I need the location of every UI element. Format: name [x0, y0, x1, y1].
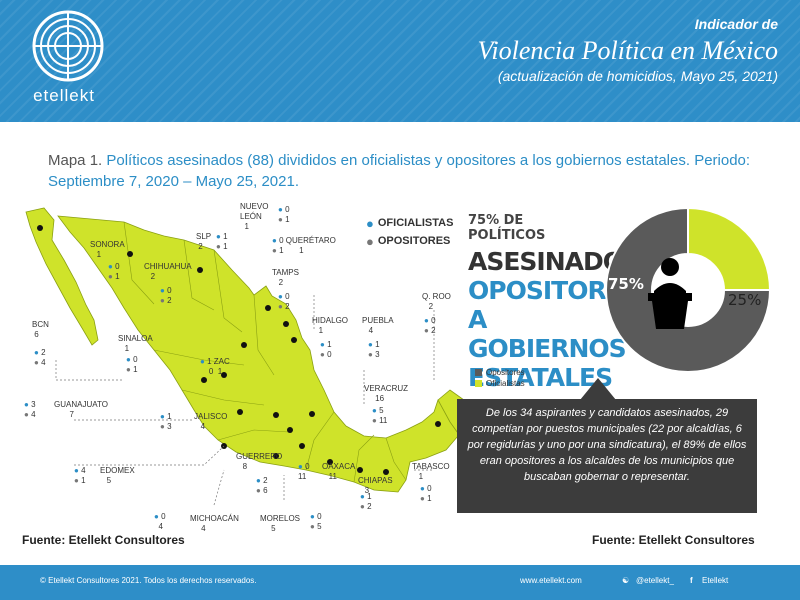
headline-line1: 75% DE POLÍTICOS — [468, 213, 546, 243]
state-hidalgo-counts: ● 1 ● 0 — [320, 340, 332, 359]
state-sinaloa: SINALOA 1 — [118, 334, 153, 353]
state-oaxaca-counts: ● 0 11 — [298, 462, 310, 481]
map-title-text: Políticos asesinados (88) divididos en o… — [48, 152, 751, 190]
pie-legend: Opositores Oficialistas — [475, 367, 525, 389]
state-tamps-counts: ● 0 ● 2 — [278, 292, 290, 311]
header-line1: Indicador de — [694, 16, 778, 32]
state-slp-counts: ● 1 ● 1 — [216, 232, 228, 251]
state-michoacan: MICHOACÁN 4 — [190, 514, 239, 533]
pie-legend-oficialistas: Oficialistas — [475, 378, 525, 389]
pie-legend-opositores: Opositores — [475, 367, 525, 378]
state-chiapas-counts: ● 1 ● 2 — [360, 492, 372, 511]
state-bcn: BCN 6 — [32, 320, 49, 339]
state-hidalgo: HIDALGO 1 — [312, 316, 349, 335]
map-title-prefix: Mapa 1. — [48, 152, 103, 169]
podium-icon — [648, 258, 692, 329]
state-morelos: MORELOS 5 — [260, 514, 301, 533]
state-morelos-counts: ● 0 ● 5 — [310, 512, 322, 531]
state-q-roo: Q. ROO 2 — [422, 292, 451, 311]
state-jalisco: JALISCO 4 — [194, 412, 228, 431]
state-queretaro: ● 0 QUERÉTARO ● 1 1 — [272, 236, 336, 255]
leader-lines — [55, 295, 435, 506]
state-nuevo-leon: NUEVO LEÓN 1 — [240, 202, 269, 231]
state-chihuahua: CHIHUAHUA 2 — [144, 262, 192, 281]
note-box: De los 34 aspirantes y candidatos asesin… — [457, 399, 757, 513]
state-bcn-counts: ● 2 ● 4 — [34, 348, 46, 367]
header-pattern — [0, 0, 800, 122]
note-pointer — [580, 378, 616, 400]
source-left: Fuente: Etellekt Consultores — [22, 533, 185, 547]
state-guerrero: GUERRERO 8 — [236, 452, 283, 471]
map-legend: ● OFICIALISTAS ● OPOSITORES — [366, 214, 453, 250]
legend-opositores: ● OPOSITORES — [366, 233, 451, 249]
state-oaxaca: OAXACA 11 — [322, 462, 356, 481]
donut-label-oficialistas: 25% — [728, 291, 761, 309]
footer-copyright: © Etellekt Consultores 2021. Todos los d… — [40, 576, 257, 585]
state-chiapas: CHIAPAS 3 — [358, 476, 393, 495]
state-michoacan-counts: ● 0 4 — [154, 512, 166, 531]
headline-block: 75% DE POLÍTICOS ASESINADOS, OPOSITORES … — [468, 213, 650, 392]
person-blue-icon: ● — [366, 215, 374, 231]
header-banner: etellekt Indicador de Violencia Política… — [0, 0, 800, 122]
headline-line2: ASESINADOS, — [468, 247, 650, 276]
state-guanajuato: GUANAJUATO 7 — [54, 400, 108, 419]
state-tabasco-counts: ● 0 ● 1 — [420, 484, 432, 503]
source-right: Fuente: Etellekt Consultores — [592, 533, 755, 547]
state-slp: SLP 2 — [196, 232, 212, 251]
footer-website[interactable]: www.etellekt.com — [520, 576, 582, 585]
state-guerrero-counts: ● 2 ● 6 — [256, 476, 268, 495]
state-borders — [123, 221, 407, 483]
twitter-icon: ☯ — [622, 576, 630, 585]
footer-bar: © Etellekt Consultores 2021. Todos los d… — [0, 565, 800, 600]
state-veracruz: VERACRUZ 16 — [364, 384, 409, 403]
donut-label-opositores: 75% — [608, 275, 644, 293]
state-q-roo-counts: ● 0 ● 2 — [424, 316, 436, 335]
headline-line3: OPOSITORES — [468, 276, 640, 305]
footer-facebook[interactable]: Etellekt — [702, 576, 729, 585]
facebook-icon: f — [690, 576, 693, 585]
person-gray-icon: ● — [366, 233, 374, 249]
state-tamps: TAMPS 2 — [272, 268, 299, 287]
legend-oficialistas: ● OFICIALISTAS — [366, 215, 454, 231]
map-title: Mapa 1. Políticos asesinados (88) dividi… — [48, 150, 768, 192]
state-veracruz-counts: ● 5 ● 11 — [372, 406, 388, 425]
state-sonora-counts: ● 0 ● 1 — [108, 262, 120, 281]
logo-text: etellekt — [33, 86, 95, 105]
donut-chart: 75% 25% — [605, 206, 772, 373]
state-puebla-counts: ● 1 ● 3 — [368, 340, 380, 359]
header-title: Violencia Política en México — [477, 36, 778, 65]
swatch-green — [475, 380, 482, 387]
state-sinaloa-counts: ● 0 ● 1 — [126, 355, 138, 374]
state-nuevo-leon-counts: ● 0 ● 1 — [278, 205, 290, 224]
state-sonora: SONORA 1 — [90, 240, 125, 259]
state-chihuahua-counts: ● 0 ● 2 — [160, 286, 172, 305]
etellekt-logo-icon — [32, 10, 104, 82]
swatch-gray — [475, 369, 482, 376]
donut-slice-oficialistas — [687, 206, 772, 291]
homicide-markers — [37, 225, 441, 475]
footer-twitter[interactable]: @etellekt_ — [636, 576, 674, 585]
state-guanajuato-counts: ● 3 ● 4 — [24, 400, 36, 419]
state-puebla: PUEBLA 4 — [362, 316, 394, 335]
state-edomex: EDOMEX 5 — [100, 466, 135, 485]
headline-line4: A GOBIERNOS — [468, 305, 627, 363]
state-jalisco-counts: ● 1 ● 3 — [160, 412, 172, 431]
state-zac: ● 1 ZAC 0 1 — [200, 357, 230, 376]
header-subtitle: (actualización de homicidios, Mayo 25, 2… — [497, 68, 778, 84]
state-edomex-counts: ● 4 ● 1 — [74, 466, 86, 485]
state-tabasco: TABASCO 1 — [412, 462, 450, 481]
